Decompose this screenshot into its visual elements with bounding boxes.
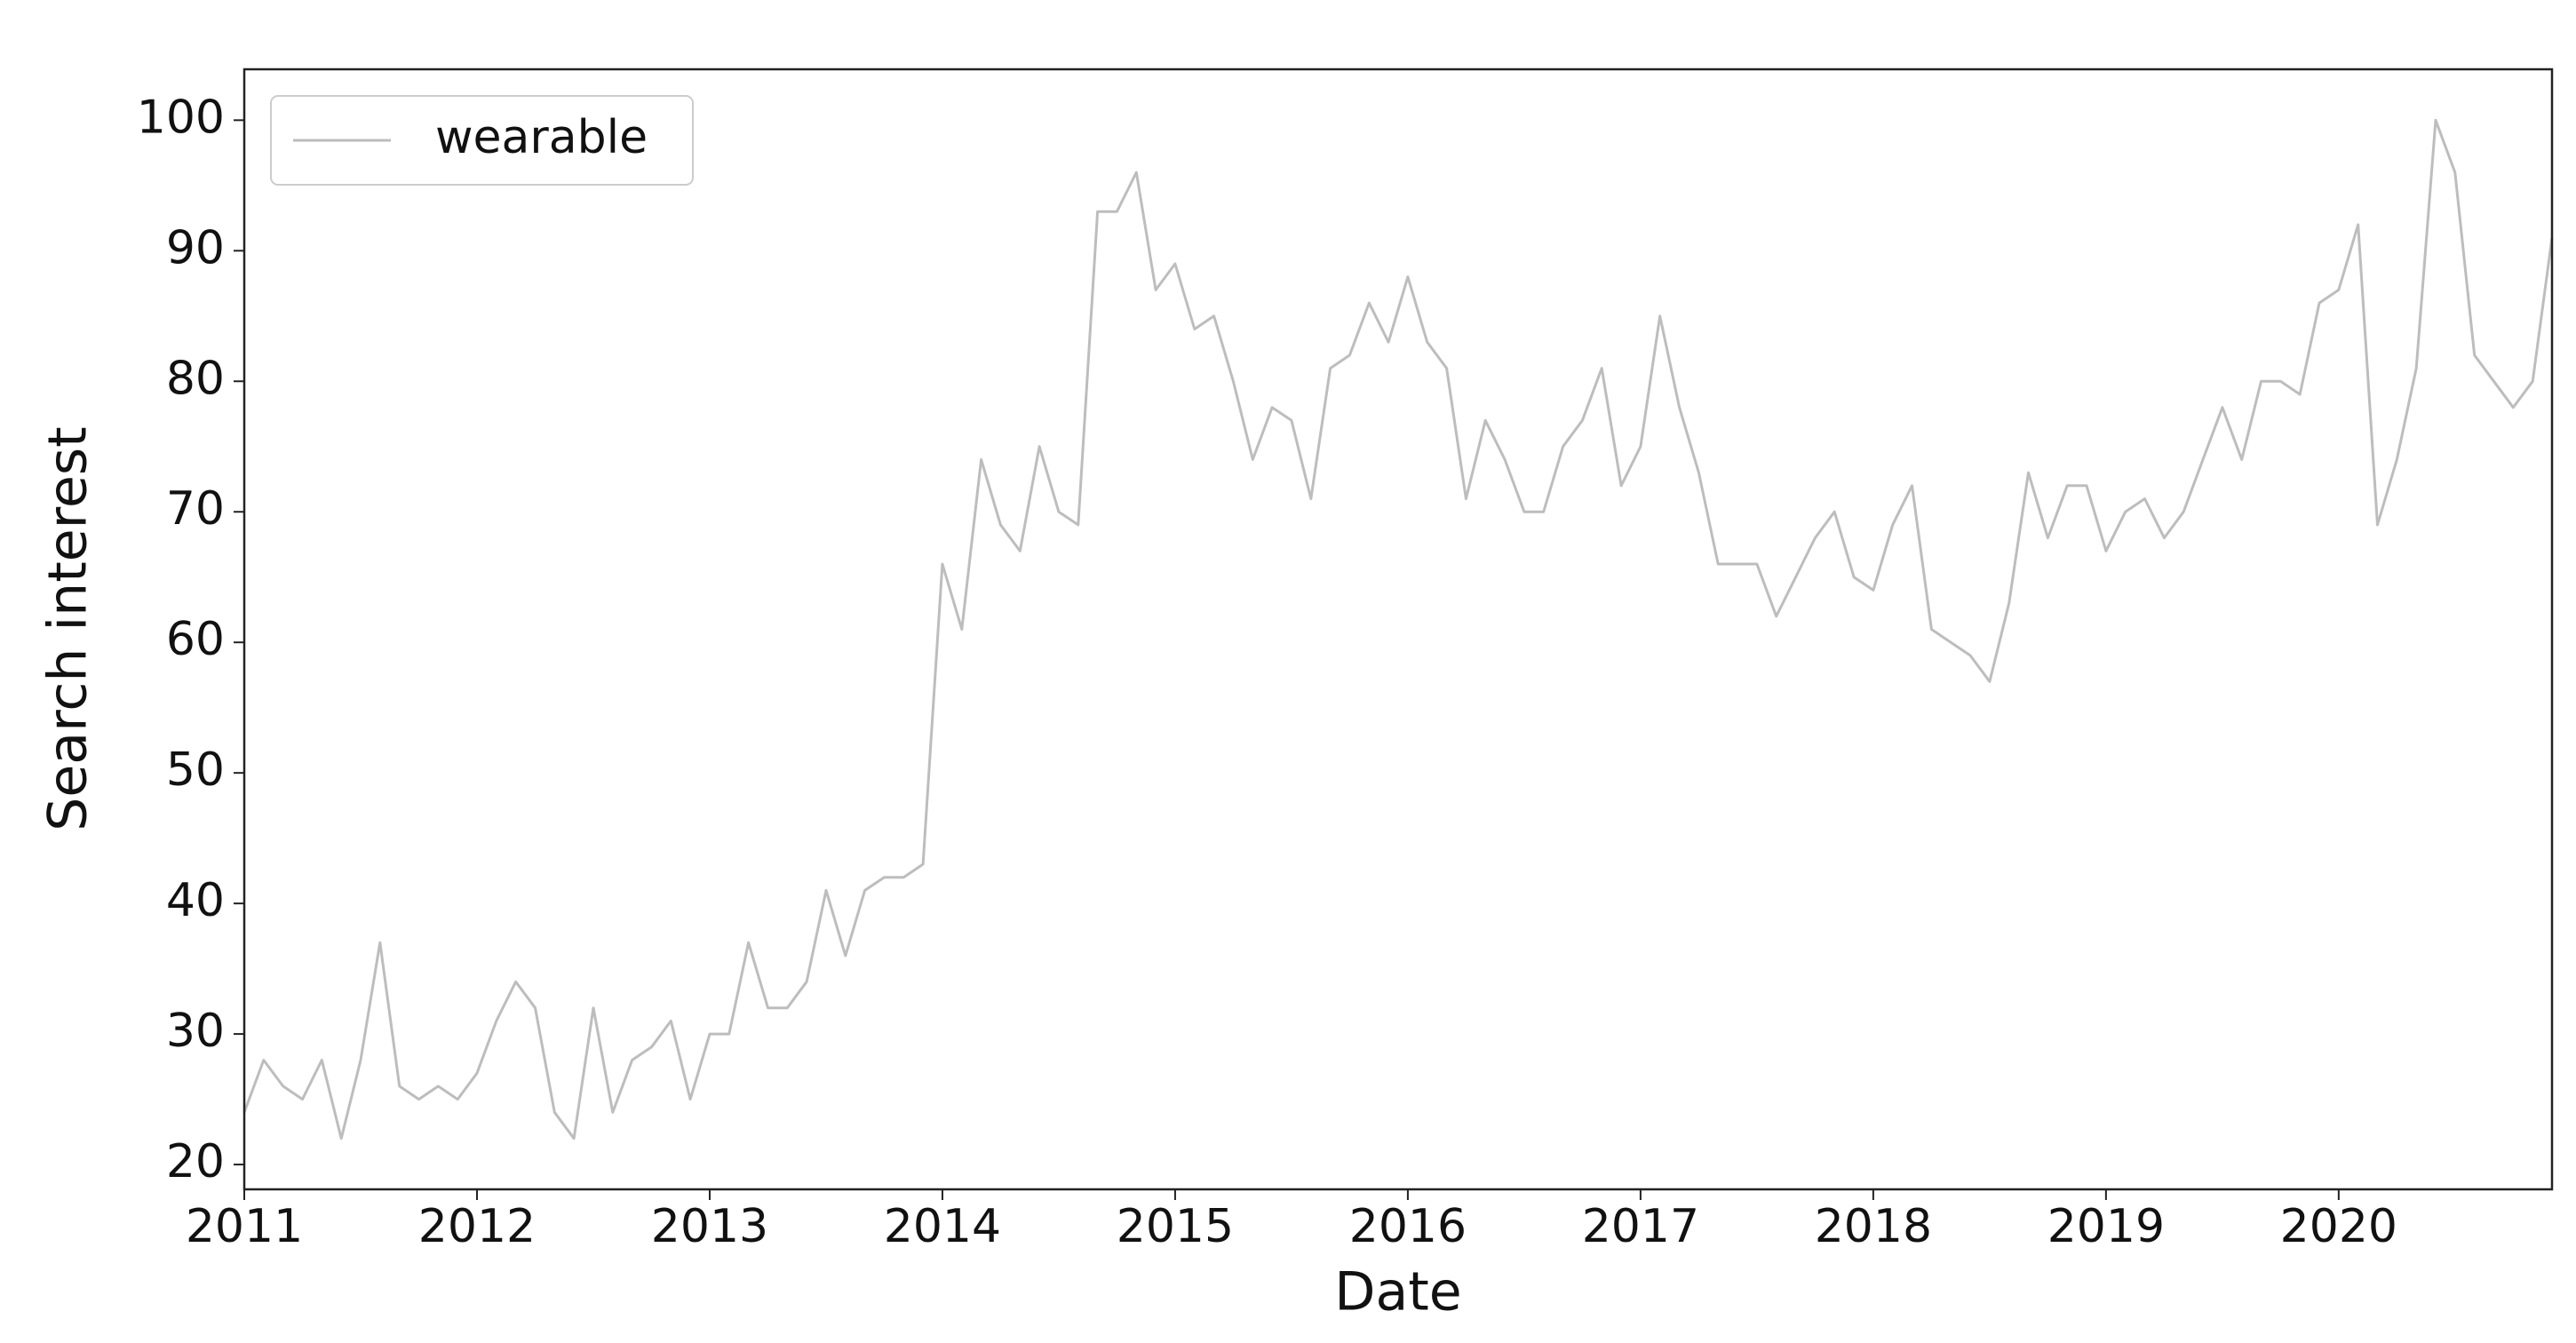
x-tick-label: 2018 <box>1815 1200 1932 1253</box>
x-tick-label: 2014 <box>884 1200 1001 1253</box>
y-tick-label: 90 <box>166 221 225 274</box>
y-tick-label: 100 <box>137 91 225 144</box>
x-tick-label: 2020 <box>2280 1200 2397 1253</box>
y-tick-label: 60 <box>166 613 225 666</box>
y-tick-label: 70 <box>166 482 225 536</box>
plot-frame <box>242 68 2554 1191</box>
y-tick-label: 50 <box>166 743 225 797</box>
y-tick-label: 20 <box>166 1135 225 1188</box>
y-tick-label: 40 <box>166 874 225 927</box>
x-tick-label: 2011 <box>186 1200 303 1253</box>
y-axis-label: Search interest <box>37 426 99 830</box>
x-tick-label: 2015 <box>1117 1200 1234 1253</box>
x-tick-label: 2019 <box>2047 1200 2165 1253</box>
x-tick-label: 2016 <box>1349 1200 1467 1253</box>
y-tick-label: 30 <box>166 1005 225 1058</box>
legend-box <box>270 95 694 186</box>
data-line <box>242 118 2554 1140</box>
x-tick-label: 2012 <box>418 1200 536 1253</box>
x-tick-label: 2013 <box>651 1200 768 1253</box>
legend-label: wearable <box>435 111 648 164</box>
x-axis-label: Date <box>1334 1261 1461 1323</box>
x-tick-label: 2017 <box>1582 1200 1699 1253</box>
y-tick-label: 80 <box>166 352 225 405</box>
